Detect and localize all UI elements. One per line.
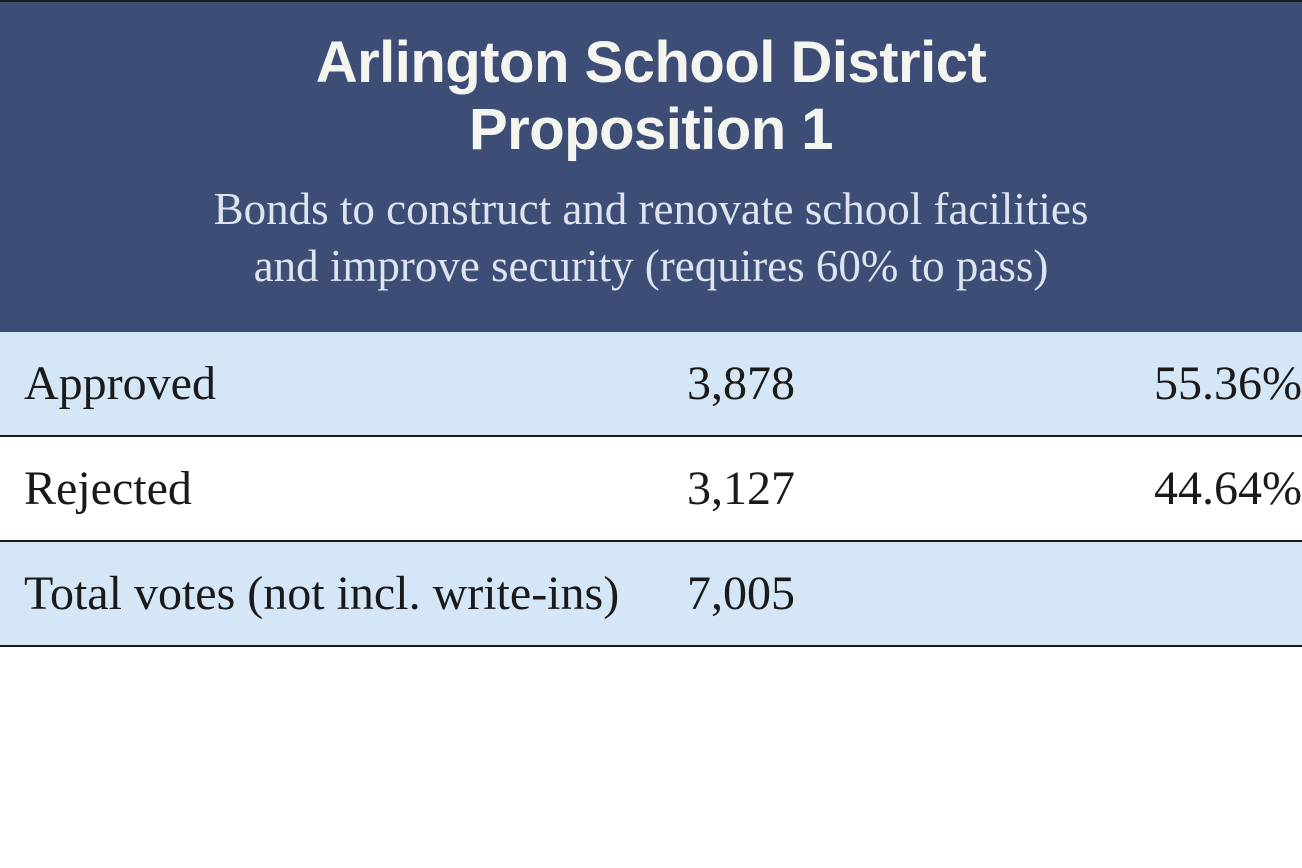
proposition-title: Arlington School District Proposition 1 — [40, 30, 1262, 163]
result-label: Rejected — [0, 436, 677, 541]
total-label: Total votes (not incl. write-ins) — [0, 541, 677, 646]
result-percent: 55.36% — [937, 332, 1302, 436]
subtitle-line-2: and improve security (requires 60% to pa… — [254, 241, 1049, 291]
result-percent: 44.64% — [937, 436, 1302, 541]
result-count: 3,127 — [677, 436, 937, 541]
result-count: 3,878 — [677, 332, 937, 436]
table-row: Rejected 3,127 44.64% — [0, 436, 1302, 541]
total-count: 7,005 — [677, 541, 937, 646]
header-section: Arlington School District Proposition 1 … — [0, 2, 1302, 332]
table-row: Approved 3,878 55.36% — [0, 332, 1302, 436]
title-line-1: Arlington School District — [316, 30, 987, 95]
table-row: Total votes (not incl. write-ins) 7,005 — [0, 541, 1302, 646]
result-label: Approved — [0, 332, 677, 436]
results-table: Approved 3,878 55.36% Rejected 3,127 44.… — [0, 332, 1302, 647]
total-percent — [937, 541, 1302, 646]
election-results-container: Arlington School District Proposition 1 … — [0, 0, 1302, 647]
title-line-2: Proposition 1 — [469, 97, 833, 162]
proposition-subtitle: Bonds to construct and renovate school f… — [40, 181, 1262, 294]
subtitle-line-1: Bonds to construct and renovate school f… — [214, 184, 1089, 234]
